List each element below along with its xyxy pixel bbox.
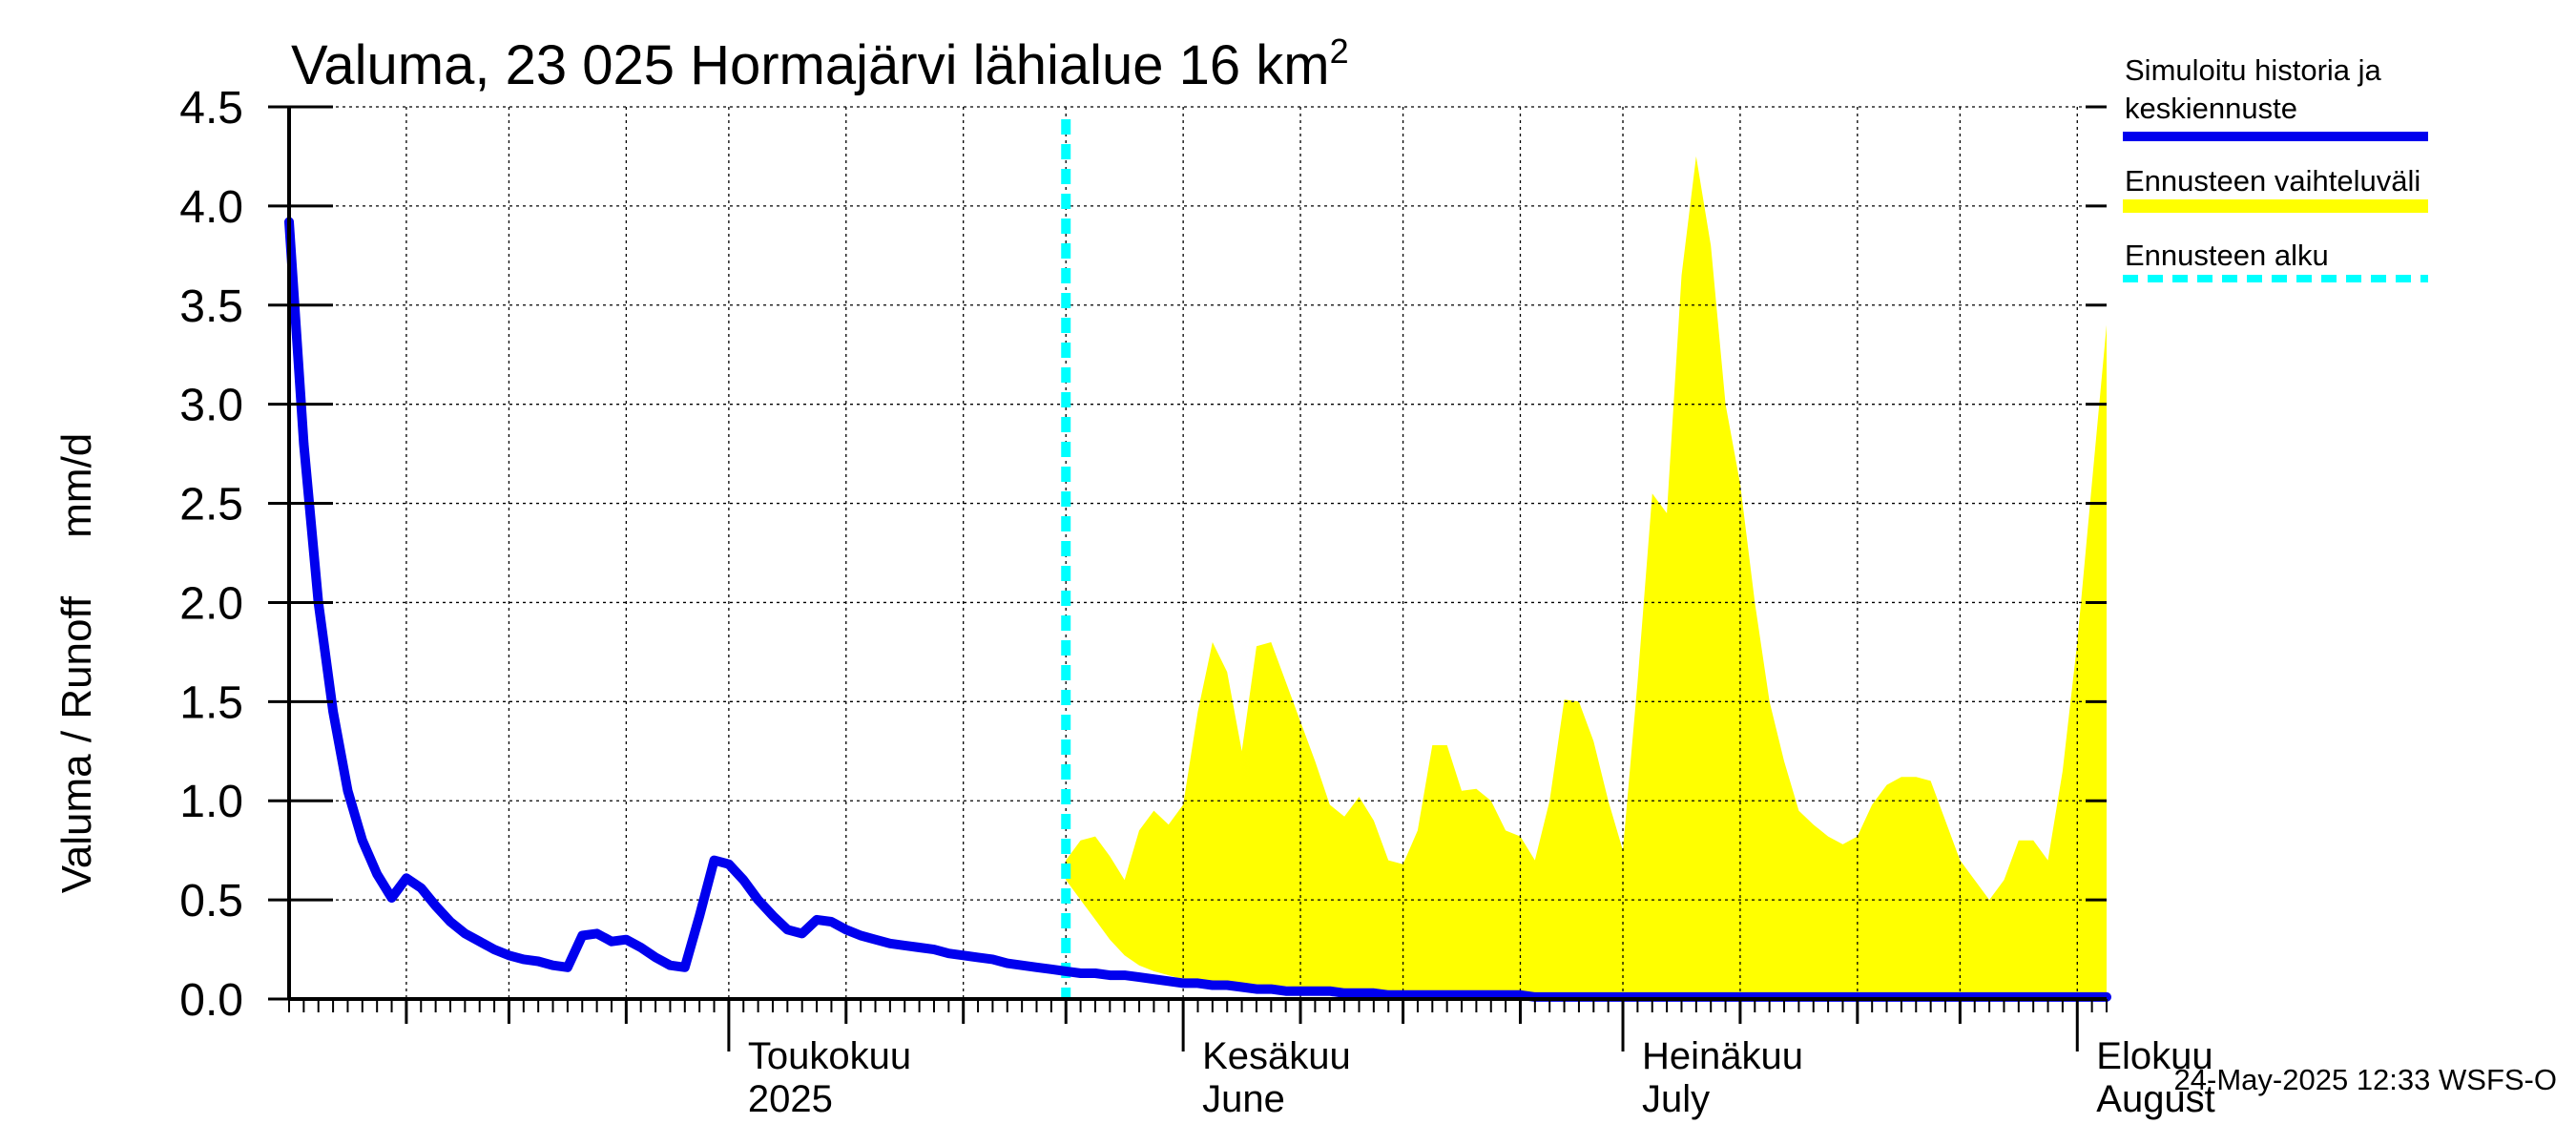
y-tick-label: 4.5 (179, 83, 243, 134)
y-axis-ticks: 0.0 0.5 1.0 1.5 2.0 2.5 3.0 3.5 4.0 4.5 (179, 83, 2107, 1026)
month-label-en: July (1642, 1078, 1710, 1120)
month-label-fi: Heinäkuu (1642, 1035, 1803, 1077)
simulated-runoff-line (284, 217, 2111, 1002)
month-label-fi: Kesäkuu (1202, 1035, 1351, 1077)
y-tick-label: 1.5 (179, 677, 243, 728)
y-tick-label: 2.0 (179, 578, 243, 629)
chart-title: Valuma, 23 025 Hormajärvi lähialue 16 km… (291, 31, 1349, 96)
month-label-en: June (1202, 1078, 1285, 1120)
y-tick-label: 2.5 (179, 480, 243, 531)
y-tick-label: 3.5 (179, 281, 243, 332)
forecast-range-band (1066, 156, 2107, 999)
y-tick-label: 4.0 (179, 182, 243, 233)
y-tick-label: 0.5 (179, 876, 243, 926)
y-axis-label: Valuma / Runoff mm/d (53, 433, 100, 894)
y-tick-label: 0.0 (179, 975, 243, 1026)
legend-label-range: Ennusteen vaihteluväli (2125, 164, 2420, 198)
month-label-fi: Elokuu (2096, 1035, 2212, 1077)
forecast-range-area (1066, 156, 2107, 999)
month-label-fi: Toukokuu (748, 1035, 911, 1077)
legend-label-forecast-start: Ennusteen alku (2125, 239, 2329, 272)
legend-label-simulated: Simuloitu historia ja (2125, 53, 2382, 87)
legend: Simuloitu historia ja keskiennuste Ennuste… (2123, 53, 2428, 282)
legend-label-simulated: keskiennuste (2125, 92, 2297, 125)
simulated-runoff-series (284, 217, 2111, 1002)
month-label-en: 2025 (748, 1078, 833, 1120)
y-tick-label: 3.0 (179, 381, 243, 431)
month-label-en: August (2096, 1078, 2215, 1120)
y-tick-label: 1.0 (179, 777, 243, 827)
timestamp-footer: 24-May-2025 12:33 WSFS-O (2174, 1063, 2557, 1096)
